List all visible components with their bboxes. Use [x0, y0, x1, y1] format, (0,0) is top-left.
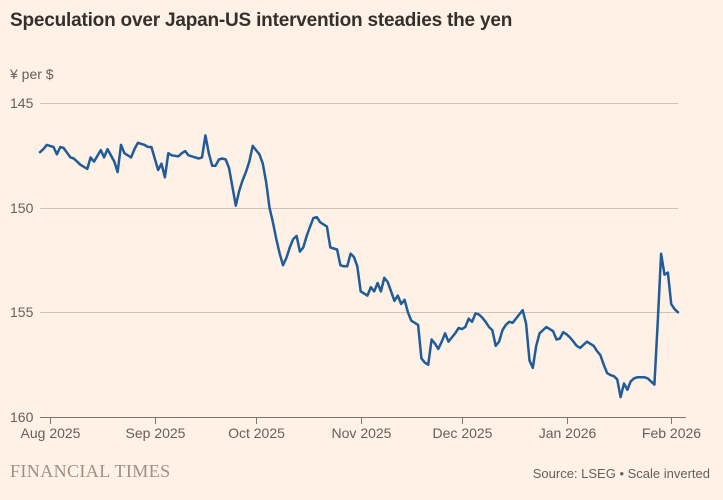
x-tick-label: Nov 2025	[331, 425, 392, 441]
yen-per-dollar-line	[38, 134, 680, 399]
x-tick-label: Oct 2025	[228, 425, 285, 441]
x-tick-label: Feb 2026	[641, 425, 702, 441]
source-note: Source: LSEG • Scale inverted	[532, 466, 710, 481]
ft-logo: FINANCIAL TIMES	[10, 461, 171, 481]
y-tick-label: 160	[10, 409, 34, 425]
x-tick-label: Dec 2025	[432, 425, 493, 441]
chart-title: Speculation over Japan-US intervention s…	[10, 10, 513, 31]
y-tick-label: 145	[10, 95, 34, 111]
x-tick-label: Jan 2026	[538, 425, 597, 441]
y-axis-unit-label: ¥ per $	[10, 66, 54, 82]
y-tick-label: 155	[10, 304, 34, 321]
y-tick-label: 150	[10, 199, 34, 216]
x-tick-label: Aug 2025	[20, 425, 81, 441]
x-tick-label: Sep 2025	[125, 425, 186, 441]
